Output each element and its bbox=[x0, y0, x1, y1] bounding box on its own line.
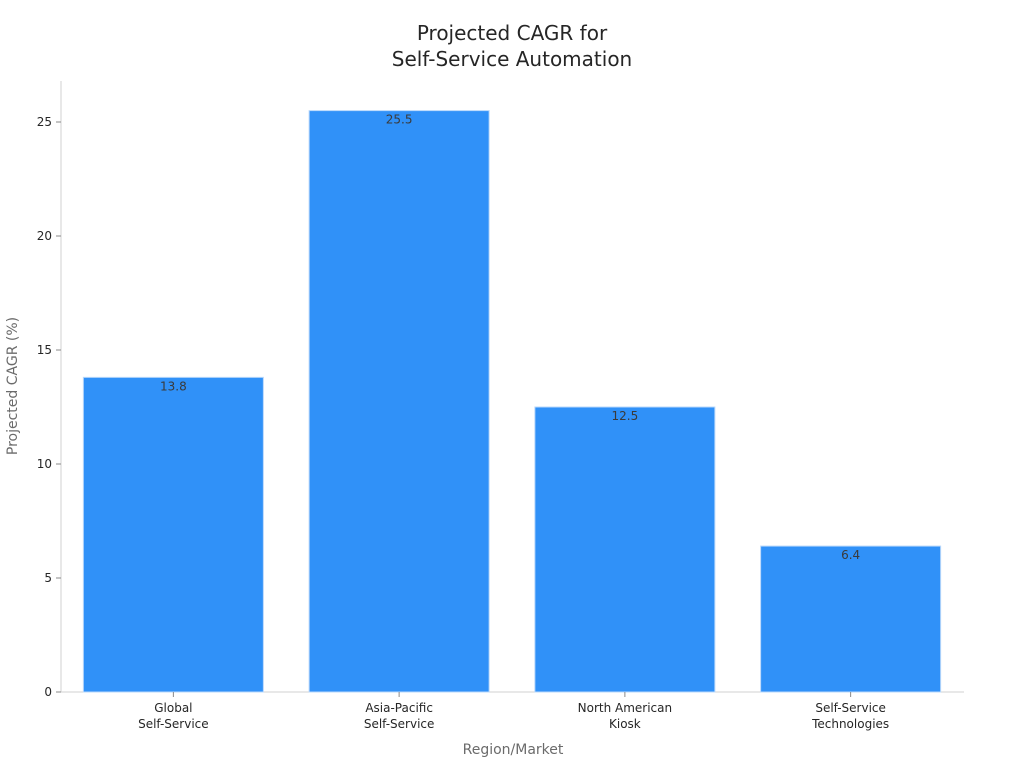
bar[interactable] bbox=[82, 376, 264, 693]
bar[interactable] bbox=[308, 110, 490, 693]
x-tick-label: Global bbox=[154, 701, 192, 715]
x-tick-label: Self-Service bbox=[815, 701, 886, 715]
bar-value-label: 25.5 bbox=[386, 113, 413, 127]
y-tick-label: 20 bbox=[37, 229, 52, 243]
x-tick-label: Asia-Pacific bbox=[365, 701, 433, 715]
chart-title: Projected CAGR for Self-Service Automati… bbox=[0, 20, 1024, 72]
bar-value-label: 12.5 bbox=[612, 409, 639, 423]
x-tick-label: Self-Service bbox=[138, 717, 209, 731]
chart-title-line-1: Projected CAGR for bbox=[416, 21, 608, 45]
y-tick-label: 0 bbox=[44, 685, 52, 699]
y-tick-label: 10 bbox=[37, 457, 52, 471]
y-tick-label: 15 bbox=[37, 343, 52, 357]
x-tick-label: Technologies bbox=[811, 717, 889, 731]
bar-value-label: 6.4 bbox=[841, 548, 860, 562]
bar[interactable] bbox=[760, 545, 942, 693]
x-tick-label: North American bbox=[578, 701, 672, 715]
y-tick-label: 25 bbox=[37, 115, 52, 129]
bar-value-label: 13.8 bbox=[160, 379, 187, 393]
chart-title-line-2: Self-Service Automation bbox=[391, 47, 633, 71]
y-tick-label: 5 bbox=[44, 571, 52, 585]
x-tick-label: Self-Service bbox=[364, 717, 435, 731]
x-tick-label: Kiosk bbox=[609, 717, 641, 731]
x-axis-label: Region/Market bbox=[462, 742, 564, 758]
bar[interactable] bbox=[534, 406, 716, 693]
